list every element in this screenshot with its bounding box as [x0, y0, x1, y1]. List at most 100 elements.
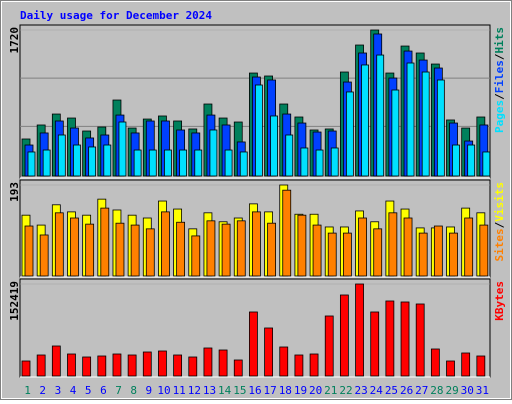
bar [194, 149, 203, 177]
x-tick-label: 21 [324, 384, 337, 397]
x-tick-label: 29 [445, 384, 458, 397]
x-tick-label: 3 [55, 384, 62, 397]
x-tick-label: 20 [309, 384, 322, 397]
bar [345, 91, 354, 177]
bar [85, 223, 95, 277]
bar [282, 189, 292, 277]
bar [270, 115, 278, 177]
legend-separator: / [493, 93, 506, 100]
legend: KBytes [493, 281, 506, 321]
bar [173, 354, 183, 377]
bar [67, 353, 76, 377]
bar [361, 64, 369, 177]
bar [24, 225, 34, 277]
x-tick-label: 27 [415, 384, 428, 397]
bar [309, 353, 319, 377]
x-tick-label: 16 [248, 384, 261, 397]
bar [297, 214, 307, 277]
bar [403, 217, 413, 277]
legend-entry: KBytes [493, 281, 506, 321]
bar [482, 151, 491, 177]
bar [342, 232, 352, 277]
x-tick-label: 11 [173, 384, 186, 397]
bar [97, 355, 107, 377]
bar [264, 327, 273, 377]
bar [100, 207, 110, 277]
x-tick-label: 23 [355, 384, 368, 397]
bar [142, 351, 152, 377]
bar [312, 224, 322, 277]
bar [209, 129, 218, 177]
chart-title: Daily usage for December 2024 [20, 9, 212, 22]
bar [421, 71, 430, 177]
bar [176, 221, 186, 277]
bar [252, 211, 261, 277]
bar [279, 346, 289, 377]
legend: Pages/Files/Hits [493, 27, 506, 133]
y-tick-label: 1720 [8, 27, 21, 54]
bar [267, 222, 276, 277]
bar [27, 151, 36, 177]
bar [330, 147, 339, 177]
bar [148, 149, 157, 177]
bar [249, 311, 258, 377]
x-tick-label: 22 [339, 384, 352, 397]
bar [476, 355, 486, 377]
bar [415, 303, 425, 377]
bar [145, 228, 155, 277]
y-tick-label: 152419 [8, 281, 21, 321]
bar [179, 149, 188, 177]
x-tick-label: 12 [188, 384, 201, 397]
bar [57, 134, 66, 177]
bar [158, 350, 167, 377]
bar [339, 294, 349, 377]
legend-entry: Hits [493, 27, 506, 54]
x-tick-label: 8 [130, 384, 137, 397]
bar [327, 232, 337, 277]
legend: Sites/Visits [493, 182, 506, 262]
bar [324, 315, 334, 377]
bar [118, 121, 127, 177]
bar [376, 54, 385, 177]
bar [285, 134, 294, 177]
legend-entry: Files [493, 60, 506, 93]
bar [300, 147, 309, 177]
bar [51, 345, 61, 377]
bar [54, 212, 64, 277]
legend-entry: Visits [493, 182, 506, 222]
bar [355, 283, 364, 377]
x-tick-label: 30 [461, 384, 474, 397]
legend-separator: / [493, 53, 506, 60]
bar [42, 149, 51, 177]
bar [191, 235, 201, 277]
bar [464, 217, 474, 277]
x-tick-label: 19 [294, 384, 307, 397]
legend-entry: Sites [493, 228, 506, 261]
bar [133, 149, 142, 177]
x-tick-label: 14 [218, 384, 232, 397]
bar [446, 360, 455, 377]
x-tick-label: 9 [146, 384, 153, 397]
bar [430, 348, 440, 377]
bar [218, 349, 228, 377]
bar [406, 62, 415, 177]
legend-separator: / [493, 221, 506, 228]
x-tick-label: 25 [385, 384, 398, 397]
bar [391, 89, 400, 177]
bar [236, 220, 246, 277]
y-tick-label: 193 [8, 182, 21, 202]
bar [385, 300, 395, 377]
bar [370, 311, 380, 377]
bar [452, 144, 460, 177]
bar [82, 356, 92, 377]
x-tick-label: 2 [39, 384, 46, 397]
bar [73, 144, 81, 177]
x-tick-label: 10 [157, 384, 170, 397]
x-tick-label: 17 [264, 384, 277, 397]
bar [400, 301, 410, 377]
bar [233, 359, 243, 377]
x-tick-label: 13 [203, 384, 216, 397]
bar [221, 223, 231, 277]
